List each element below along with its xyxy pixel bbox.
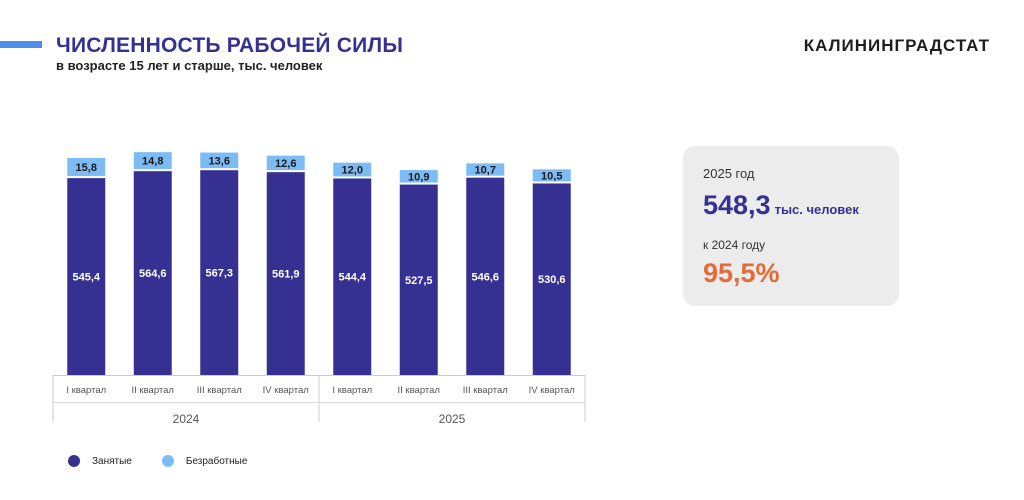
data-label-unemployed: 14,8 — [142, 156, 163, 168]
x-tick-label: II квартал — [398, 385, 440, 396]
bar-employed — [532, 183, 571, 375]
x-tick-label: I квартал — [66, 385, 106, 396]
bar-unemployed — [133, 152, 172, 170]
data-label-unemployed: 10,5 — [541, 170, 562, 182]
data-label-unemployed: 12,0 — [342, 165, 363, 177]
data-label-employed: 545,4 — [72, 272, 100, 284]
x-tick-label: II квартал — [132, 385, 174, 396]
bar-employed — [399, 184, 438, 375]
accent-bar — [0, 41, 42, 48]
data-label-unemployed: 10,9 — [408, 171, 429, 183]
legend-swatch-employed — [68, 455, 80, 467]
data-label-unemployed: 12,6 — [275, 158, 296, 170]
summary-year-label: 2025 год — [703, 166, 755, 181]
bar-unemployed — [466, 163, 505, 176]
data-label-unemployed: 13,6 — [209, 155, 230, 167]
bar-employed — [466, 177, 505, 375]
page-subtitle: в возрасте 15 лет и старше, тыс. человек — [56, 58, 323, 73]
summary-percent: 95,5% — [703, 258, 780, 288]
summary-value: 548,3 — [703, 190, 771, 220]
data-label-employed: 530,6 — [538, 274, 566, 286]
brand-logo-text: КАЛИНИНГРАДСТАТ — [803, 36, 990, 55]
legend-item-unemployed: Безработные — [161, 455, 248, 467]
bar-unemployed — [266, 155, 305, 171]
bar-employed — [133, 171, 172, 375]
bar-unemployed — [532, 169, 571, 182]
data-label-employed: 561,9 — [272, 269, 300, 281]
chart-legend: Занятые Безработные — [68, 455, 277, 467]
data-label-unemployed: 15,8 — [76, 162, 97, 174]
bar-employed — [266, 172, 305, 375]
group-label: 2025 — [439, 412, 466, 426]
x-tick-label: IV квартал — [529, 385, 575, 396]
bar-unemployed — [200, 152, 239, 169]
x-tick-label: IV квартал — [263, 385, 309, 396]
x-tick-label: III квартал — [463, 385, 508, 396]
summary-unit: тыс. человек — [774, 202, 859, 217]
bar-employed — [333, 178, 372, 375]
bar-employed — [200, 170, 239, 375]
page-title: ЧИСЛЕННОСТЬ РАБОЧЕЙ СИЛЫ — [56, 34, 404, 57]
data-label-unemployed: 10,7 — [475, 165, 496, 177]
data-label-employed: 527,5 — [405, 275, 433, 287]
x-tick-label: III квартал — [197, 385, 242, 396]
bar-unemployed — [333, 162, 372, 177]
group-label: 2024 — [173, 412, 200, 426]
legend-swatch-unemployed — [161, 455, 174, 467]
data-label-employed: 546,6 — [471, 271, 499, 283]
summary-value-row: 548,3 тыс. человек — [703, 190, 859, 221]
bar-unemployed — [399, 170, 438, 183]
bar-employed — [67, 178, 106, 375]
data-label-employed: 567,3 — [205, 268, 233, 280]
summary-card: 2025 год 548,3 тыс. человек к 2024 году 9… — [683, 146, 899, 306]
legend-label-unemployed: Безработные — [185, 455, 248, 467]
legend-label-employed: Занятые — [92, 455, 132, 467]
data-label-employed: 544,4 — [338, 272, 366, 284]
summary-compare-label: к 2024 году — [703, 238, 766, 252]
bar-unemployed — [67, 157, 106, 177]
x-tick-label: I квартал — [332, 385, 372, 396]
legend-item-employed: Занятые — [68, 455, 132, 467]
labor-force-chart: 545,4 15,8 I квартал 564,6 14,8 II квартал 567… — [52, 152, 586, 426]
data-label-employed: 564,6 — [139, 268, 167, 280]
